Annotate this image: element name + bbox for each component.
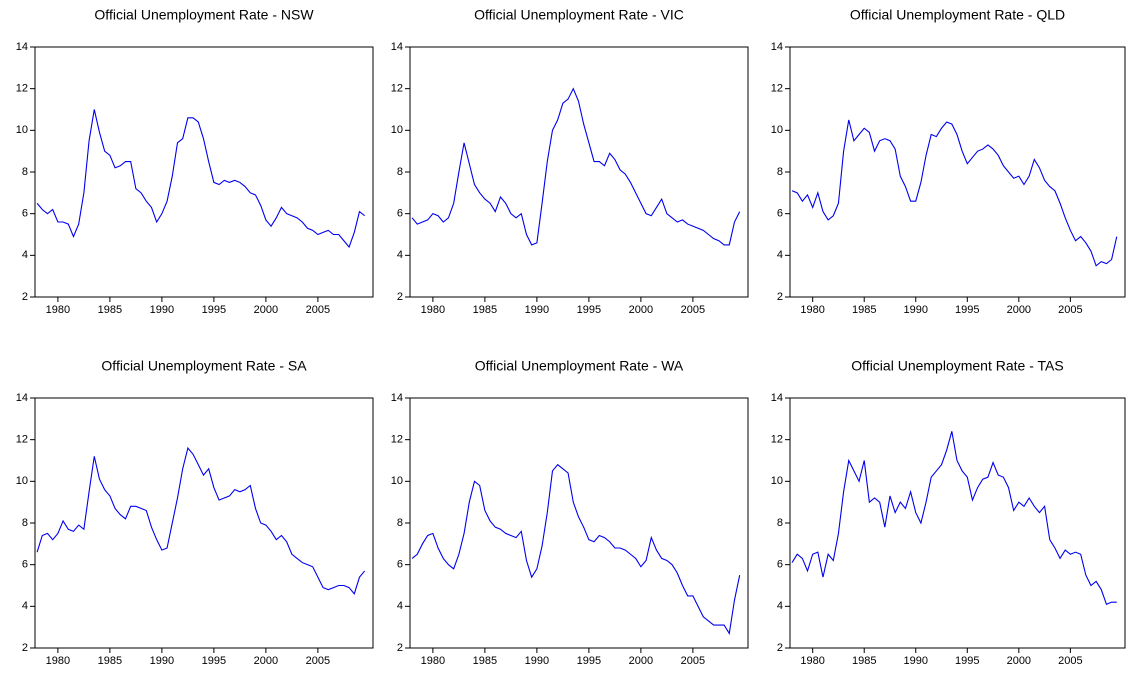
x-tick-label: 2000 <box>629 655 653 667</box>
x-tick-label: 1980 <box>421 304 445 316</box>
y-tick-label: 12 <box>391 83 403 95</box>
y-tick-label: 2 <box>777 642 783 654</box>
plot-frame <box>409 397 749 649</box>
y-tick-label: 14 <box>391 392 403 404</box>
x-tick-label: 1990 <box>525 655 549 667</box>
x-tick-label: 2000 <box>254 655 278 667</box>
x-tick-label: 1990 <box>150 655 174 667</box>
x-tick-label: 1995 <box>955 304 979 316</box>
data-line <box>411 463 741 635</box>
x-tick-label: 1985 <box>473 304 497 316</box>
y-tick-label: 14 <box>16 41 28 53</box>
chart-title: Official Unemployment Rate - VIC <box>474 7 684 23</box>
y-tick-label: 8 <box>397 517 403 529</box>
x-tick-label: 1985 <box>852 655 876 667</box>
y-tick-label: 12 <box>771 434 783 446</box>
x-tick-label: 2005 <box>306 655 330 667</box>
y-tick-label: 14 <box>771 41 783 53</box>
data-line <box>791 431 1117 605</box>
data-line <box>36 446 366 595</box>
y-tick-label: 6 <box>22 208 28 220</box>
chart-title: Official Unemployment Rate - SA <box>101 358 307 374</box>
x-tick-label: 1980 <box>800 304 824 316</box>
y-tick-label: 12 <box>16 434 28 446</box>
x-tick-label: 2005 <box>681 304 705 316</box>
x-tick-label: 2000 <box>1007 304 1031 316</box>
x-tick-label: 2005 <box>681 655 705 667</box>
y-tick-label: 14 <box>771 392 783 404</box>
y-tick-label: 8 <box>777 517 783 529</box>
x-tick-label: 1995 <box>202 655 226 667</box>
x-tick-label: 2005 <box>1058 304 1082 316</box>
y-tick-label: 14 <box>391 41 403 53</box>
plot-frame <box>789 46 1126 298</box>
y-tick-label: 6 <box>397 559 403 571</box>
x-tick-label: 2000 <box>629 304 653 316</box>
x-tick-label: 1980 <box>46 304 70 316</box>
y-tick-label: 2 <box>777 291 783 303</box>
y-tick-label: 10 <box>16 124 28 136</box>
y-tick-label: 8 <box>397 166 403 178</box>
plot-frame <box>409 46 749 298</box>
chart-title: Official Unemployment Rate - WA <box>475 358 684 374</box>
y-tick-label: 2 <box>397 642 403 654</box>
chart-title: Official Unemployment Rate - QLD <box>850 7 1065 23</box>
y-tick-label: 6 <box>777 208 783 220</box>
plot-frame <box>34 397 374 649</box>
y-tick-label: 4 <box>397 600 403 612</box>
y-tick-label: 2 <box>397 291 403 303</box>
y-tick-label: 4 <box>777 249 783 261</box>
y-tick-label: 4 <box>22 249 28 261</box>
x-tick-label: 1980 <box>46 655 70 667</box>
x-tick-label: 1985 <box>98 655 122 667</box>
y-tick-label: 4 <box>22 600 28 612</box>
y-tick-label: 12 <box>771 83 783 95</box>
x-tick-label: 2000 <box>1007 655 1031 667</box>
y-tick-label: 6 <box>397 208 403 220</box>
y-tick-label: 12 <box>391 434 403 446</box>
y-tick-label: 10 <box>771 124 783 136</box>
y-tick-label: 4 <box>777 600 783 612</box>
y-tick-label: 2 <box>22 642 28 654</box>
x-tick-label: 1985 <box>852 304 876 316</box>
y-tick-label: 12 <box>16 83 28 95</box>
x-tick-label: 1995 <box>955 655 979 667</box>
x-tick-label: 1990 <box>525 304 549 316</box>
x-tick-label: 2005 <box>306 304 330 316</box>
x-tick-label: 1980 <box>421 655 445 667</box>
x-tick-label: 2005 <box>1058 655 1082 667</box>
y-tick-label: 6 <box>777 559 783 571</box>
y-tick-label: 8 <box>777 166 783 178</box>
y-tick-label: 10 <box>771 475 783 487</box>
chart-title: Official Unemployment Rate - NSW <box>94 7 314 23</box>
y-tick-label: 14 <box>16 392 28 404</box>
y-tick-label: 6 <box>22 559 28 571</box>
chart-title: Official Unemployment Rate - TAS <box>851 358 1063 374</box>
x-tick-label: 1990 <box>904 304 928 316</box>
y-tick-label: 2 <box>22 291 28 303</box>
y-tick-label: 8 <box>22 166 28 178</box>
x-tick-label: 1995 <box>577 304 601 316</box>
data-line <box>36 109 366 249</box>
x-tick-label: 1990 <box>150 304 174 316</box>
y-tick-label: 10 <box>16 475 28 487</box>
x-tick-label: 1995 <box>577 655 601 667</box>
data-line <box>791 119 1118 267</box>
x-tick-label: 1980 <box>800 655 824 667</box>
x-tick-label: 1985 <box>98 304 122 316</box>
data-line <box>411 87 741 246</box>
y-tick-label: 4 <box>397 249 403 261</box>
y-tick-label: 10 <box>391 475 403 487</box>
y-tick-label: 10 <box>391 124 403 136</box>
x-tick-label: 1985 <box>473 655 497 667</box>
y-tick-label: 8 <box>22 517 28 529</box>
x-tick-label: 1990 <box>904 655 928 667</box>
x-tick-label: 1995 <box>202 304 226 316</box>
x-tick-label: 2000 <box>254 304 278 316</box>
